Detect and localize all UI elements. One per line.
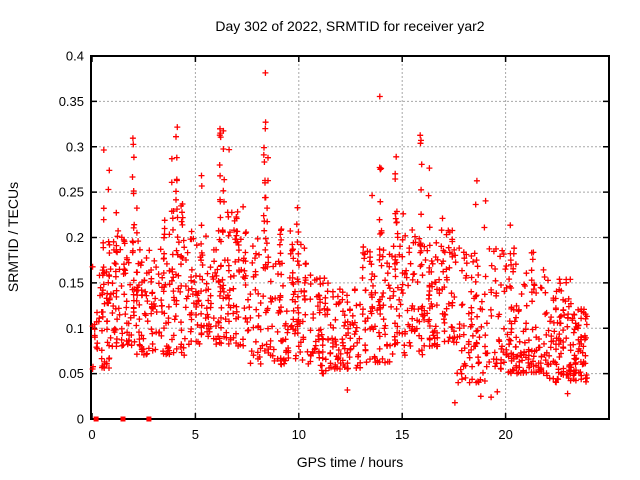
y-tick-label: 0.1 bbox=[66, 321, 84, 336]
x-tick-label: 0 bbox=[88, 427, 95, 442]
chart-title: Day 302 of 2022, SRMTID for receiver yar… bbox=[215, 18, 484, 34]
y-tick-label: 0 bbox=[77, 412, 84, 427]
tick-labels: 0 5 10 15 20 0 0.05 0.1 0.15 0.2 0.25 0.3 0.35 0.4 bbox=[59, 49, 513, 443]
y-tick-label: 0.2 bbox=[66, 230, 84, 245]
y-tick-label: 0.3 bbox=[66, 139, 84, 154]
y-tick-label: 0.25 bbox=[59, 185, 84, 200]
y-axis-label: SRMTID / TECUs bbox=[5, 182, 21, 292]
x-tick-label: 5 bbox=[192, 427, 199, 442]
x-axis-label: GPS time / hours bbox=[297, 454, 404, 470]
x-tick-label: 15 bbox=[395, 427, 409, 442]
zero-value-square-marker bbox=[93, 416, 99, 422]
y-tick-label: 0.35 bbox=[59, 94, 84, 109]
x-tick-label: 20 bbox=[498, 427, 512, 442]
data-points bbox=[89, 69, 590, 422]
zero-value-square-marker bbox=[120, 416, 126, 422]
y-tick-label: 0.4 bbox=[66, 49, 84, 64]
y-tick-label: 0.05 bbox=[59, 366, 84, 381]
scatter-plus-markers bbox=[89, 69, 590, 406]
y-tick-label: 0.15 bbox=[59, 275, 84, 290]
plot-border bbox=[90, 55, 610, 420]
zero-value-square-marker bbox=[146, 416, 152, 422]
x-tick-label: 10 bbox=[292, 427, 306, 442]
